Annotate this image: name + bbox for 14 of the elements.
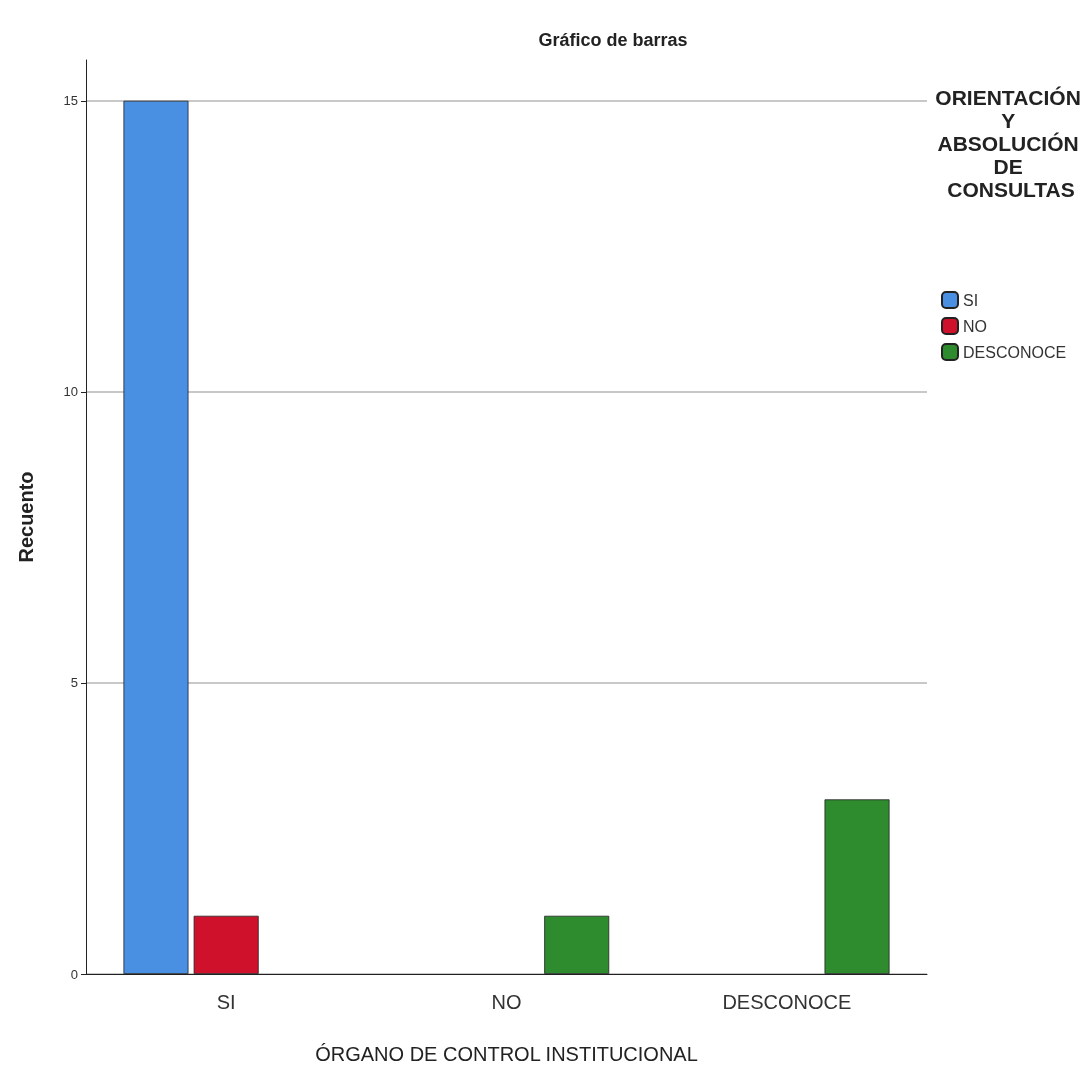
x-tick-label: NO xyxy=(491,991,522,1013)
y-tick-label: 5 xyxy=(70,675,78,691)
legend-title: ORIENTACIÓN Y ABSOLUCIÓN DE CONSULTAS xyxy=(935,86,1087,201)
legend-label: SI xyxy=(963,291,979,309)
x-tick-label: DESCONOCE xyxy=(722,991,852,1013)
y-tick-label: 15 xyxy=(63,93,78,109)
y-axis-title: Recuento xyxy=(15,471,37,563)
chart-title: Gráfico de barras xyxy=(538,30,688,50)
y-tick-label: 0 xyxy=(70,966,78,982)
x-axis-title: ÓRGANO DE CONTROL INSTITUCIONAL xyxy=(315,1043,698,1065)
legend-label: DESCONOCE xyxy=(963,343,1067,361)
y-tick-label: 10 xyxy=(63,384,78,400)
legend-label: NO xyxy=(963,317,987,335)
x-tick-label: SI xyxy=(216,991,236,1013)
